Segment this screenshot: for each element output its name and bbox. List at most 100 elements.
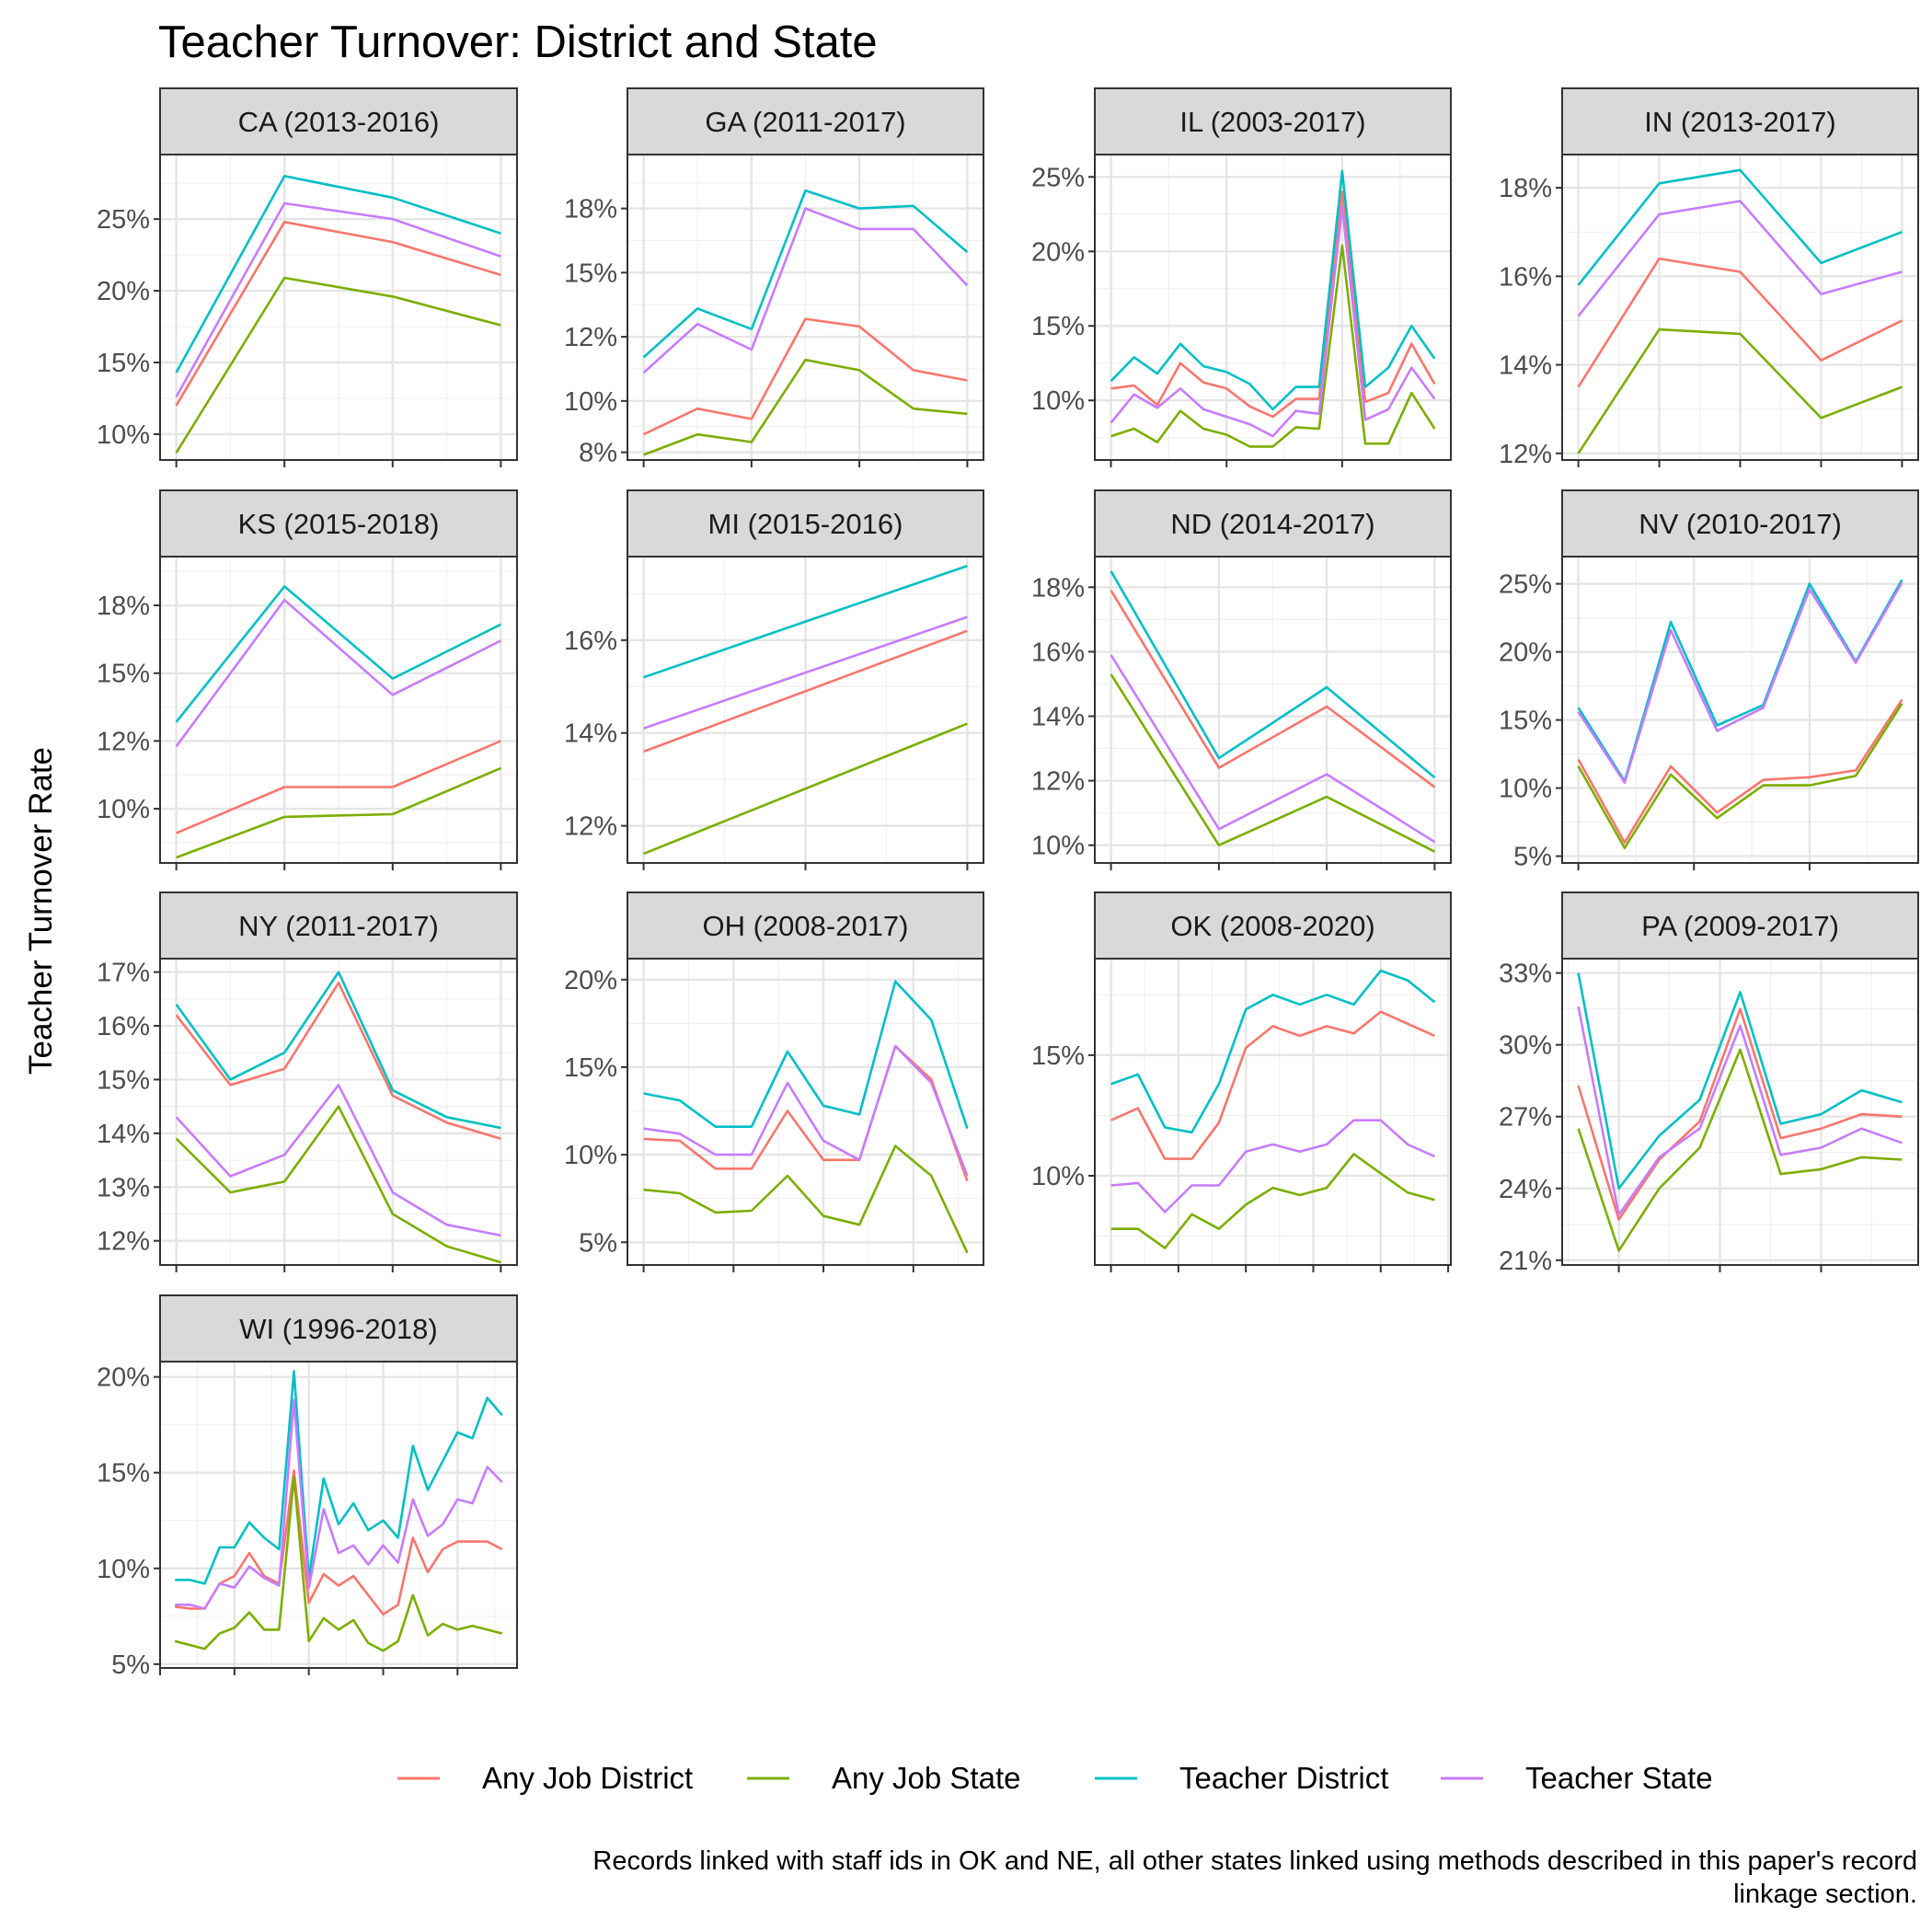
y-tick-label: 16% [1499, 262, 1552, 292]
series-line-teacher-state [1577, 200, 1903, 317]
series-line-any-job-district [175, 221, 501, 407]
strip-label: OK (2008-2020) [1170, 910, 1374, 942]
strip-label: ND (2014-2017) [1170, 508, 1374, 540]
panel-oh: OH (2008-2017) 5% 10% 15% 20% [564, 891, 984, 1272]
strip-label: IN (2013-2017) [1644, 106, 1836, 138]
y-tick-label: 15% [97, 1459, 150, 1489]
y-tick-label: 20% [564, 966, 617, 995]
legend-item-teacher-state: Teacher State [1441, 1761, 1713, 1795]
strip-label: IL (2003-2017) [1179, 106, 1365, 138]
panel-wi: WI (1996-2018) 5% 10% 15% 20% [97, 1294, 518, 1680]
strip-background [627, 891, 984, 960]
panel-border [1094, 556, 1452, 864]
y-tick-label: 20% [97, 1363, 150, 1393]
panel-border [627, 154, 984, 461]
panel-nd: ND (2014-2017) 10% 12% 14% 16% 18% [1031, 489, 1452, 870]
panel-background [160, 1362, 517, 1668]
legend-item-any-job-district: Any Job District [397, 1761, 693, 1795]
series-line-any-job-district [175, 1469, 503, 1616]
y-tick-label: 10% [97, 420, 150, 450]
legend: Any Job District Any Job State Teacher Dis… [397, 1761, 1713, 1795]
series-line-teacher-state [643, 1044, 969, 1177]
series-line-any-job-district [1577, 1007, 1903, 1221]
y-tick-label: 15% [564, 259, 617, 288]
facet-panels: CA (2013-2016) 10% 15% 20% 25% GA (2011-2017)… [97, 87, 1919, 1680]
series-line-teacher-state [175, 1398, 503, 1610]
y-tick-label: 15% [97, 349, 150, 378]
y-tick-label: 27% [1499, 1103, 1552, 1133]
y-tick-label: 33% [1499, 960, 1552, 989]
series-line-any-job-state [1110, 673, 1435, 853]
series-line-teacher-district [175, 971, 501, 1130]
series-line-teacher-state [643, 615, 968, 730]
strip-label: KS (2015-2018) [238, 508, 440, 540]
series-line-teacher-state [1110, 205, 1436, 438]
panel-in: IN (2013-2017) 12% 14% 16% 18% [1499, 87, 1919, 469]
strip-background [1094, 891, 1452, 960]
legend-label: Any Job State [832, 1761, 1020, 1795]
strip-background [159, 1294, 518, 1363]
strip-background [159, 891, 518, 960]
panel-mi: MI (2015-2016) 12% 14% 16% [564, 489, 984, 870]
series-line-teacher-district [1110, 169, 1436, 411]
y-tick-label: 12% [564, 812, 617, 842]
series-line-any-job-state [643, 1144, 969, 1254]
caption-line-1: Records linked with staff ids in OK and … [592, 1846, 1917, 1876]
panel-ga: GA (2011-2017) 8% 10% 12% 15% 18% [564, 87, 984, 468]
strip-background [159, 489, 518, 558]
series-line-any-job-state [643, 358, 968, 456]
y-tick-label: 20% [1499, 638, 1552, 668]
y-tick-label: 17% [97, 959, 150, 988]
y-tick-label: 12% [97, 727, 150, 756]
y-tick-label: 15% [97, 1065, 150, 1095]
y-tick-label: 18% [1031, 573, 1085, 603]
series-line-any-job-state [1110, 1153, 1435, 1249]
series-line-any-job-state [1577, 1048, 1903, 1252]
series-line-any-job-district [1577, 257, 1903, 388]
strip-background [1561, 891, 1919, 960]
panel-border [159, 154, 518, 461]
strip-label: OH (2008-2017) [702, 910, 908, 942]
y-tick-label: 15% [1031, 312, 1085, 341]
y-tick-label: 14% [97, 1120, 150, 1149]
y-tick-label: 14% [1031, 703, 1085, 732]
strip-label: GA (2011-2017) [705, 106, 905, 138]
panel-background [1562, 557, 1918, 863]
y-tick-label: 15% [564, 1053, 617, 1083]
y-tick-label: 10% [1031, 1162, 1085, 1191]
strip-background [627, 87, 984, 155]
y-tick-label: 20% [97, 277, 150, 306]
legend-label: Teacher District [1179, 1761, 1388, 1795]
y-tick-label: 21% [1499, 1247, 1552, 1276]
strip-label: CA (2013-2016) [238, 106, 440, 138]
series-line-teacher-district [1110, 570, 1436, 779]
y-tick-label: 10% [1031, 832, 1085, 861]
series-line-any-job-state [176, 766, 501, 859]
y-tick-label: 16% [1031, 638, 1085, 667]
y-tick-label: 10% [97, 1555, 150, 1584]
y-tick-label: 25% [97, 205, 150, 235]
legend-label: Teacher State [1525, 1761, 1713, 1795]
series-line-teacher-state [642, 207, 969, 374]
series-line-any-job-district [1110, 190, 1436, 419]
strip-background [159, 87, 518, 155]
panel-ks: KS (2015-2018) 10% 12% 15% 18% [97, 489, 518, 870]
y-tick-label: 24% [1499, 1175, 1552, 1204]
strip-background [1094, 87, 1452, 155]
series-line-teacher-district [1577, 168, 1903, 286]
series-line-teacher-state [175, 1084, 501, 1237]
y-tick-label: 18% [564, 195, 617, 224]
series-line-any-job-district [175, 982, 501, 1140]
y-tick-label: 14% [1499, 351, 1552, 381]
y-tick-label: 15% [1499, 707, 1552, 736]
y-tick-label: 13% [97, 1173, 150, 1202]
series-line-teacher-state [1577, 581, 1903, 785]
y-tick-label: 15% [1031, 1041, 1085, 1071]
series-line-any-job-state [175, 276, 501, 454]
series-line-any-job-state [1577, 703, 1903, 850]
y-tick-label: 10% [564, 387, 617, 417]
series-line-teacher-state [175, 201, 501, 398]
y-tick-label: 12% [1031, 767, 1085, 797]
panel-border [159, 958, 518, 1266]
